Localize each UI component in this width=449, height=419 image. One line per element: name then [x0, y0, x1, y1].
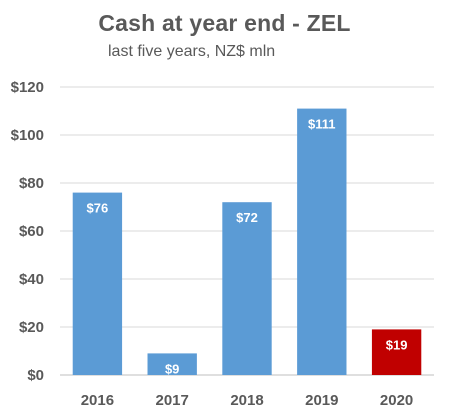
bar: [297, 108, 347, 375]
x-category-label: 2018: [230, 392, 263, 409]
y-tick-label: $60: [19, 223, 44, 240]
y-tick-label: $40: [19, 271, 44, 288]
y-tick-label: $0: [27, 367, 44, 384]
y-tick-label: $100: [11, 127, 44, 144]
bar: [72, 192, 123, 375]
y-tick-label: $80: [19, 175, 44, 192]
bar: [371, 329, 422, 375]
x-category-label: 2016: [81, 392, 114, 409]
y-tick-label: $120: [11, 79, 44, 96]
data-label: $111: [308, 117, 336, 132]
bars: [72, 108, 422, 375]
x-category-label: 2019: [305, 392, 338, 409]
data-label: $9: [165, 361, 179, 376]
x-category-label: 2020: [380, 392, 413, 409]
data-label: $76: [87, 201, 109, 216]
x-category-label: 2017: [156, 392, 189, 409]
bar: [222, 202, 272, 375]
chart-subtitle: last five years, NZ$ mln: [108, 43, 276, 60]
x-axis-categories: 2016 2017 2018 2019 2020: [81, 392, 414, 409]
data-labels: $76 $9 $72 $111 $19: [87, 117, 408, 377]
y-axis-ticks: $0 $20 $40 $60 $80 $100 $120: [11, 79, 44, 384]
data-label: $19: [386, 337, 408, 352]
data-label: $72: [236, 210, 258, 225]
bar: [147, 353, 197, 375]
chart-title: Cash at year end - ZEL: [98, 10, 351, 36]
y-tick-label: $20: [19, 319, 44, 336]
